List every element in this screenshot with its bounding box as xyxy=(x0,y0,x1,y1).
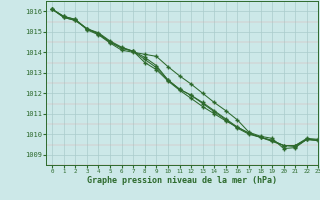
X-axis label: Graphe pression niveau de la mer (hPa): Graphe pression niveau de la mer (hPa) xyxy=(87,176,277,185)
